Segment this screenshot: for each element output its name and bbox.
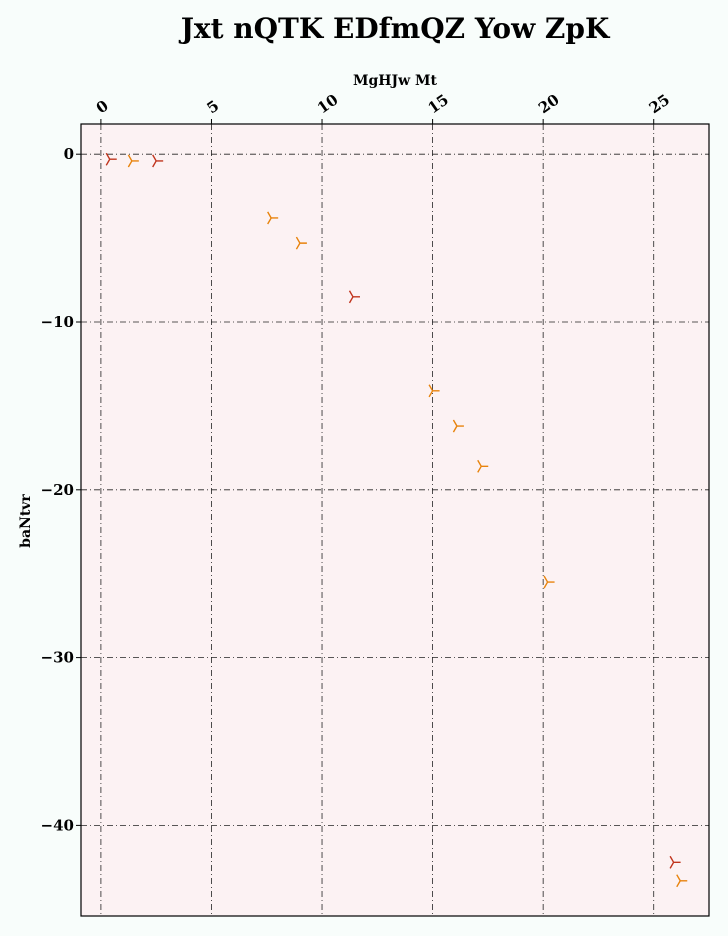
data-point-series-2 — [295, 236, 307, 250]
data-point-series-2 — [543, 575, 555, 589]
plot-area — [81, 124, 709, 916]
data-point-series-1 — [348, 290, 360, 304]
x-axis-label: MgHJw Mt — [353, 73, 438, 89]
y-tick-label: −30 — [41, 649, 74, 667]
data-point-series-2 — [477, 459, 489, 473]
y-tick-label: −20 — [41, 481, 74, 499]
x-tick-label: 0 — [93, 97, 112, 118]
y-tick-label: 0 — [64, 145, 74, 163]
data-point-series-2 — [676, 874, 688, 888]
data-point-series-2 — [267, 211, 279, 225]
y-axis-label: baNtvr — [18, 494, 34, 548]
data-point-series-1 — [105, 152, 117, 166]
x-tick-label: 10 — [314, 91, 341, 118]
grid-lines — [81, 124, 709, 916]
y-tick-label: −10 — [41, 313, 74, 331]
data-point-series-1 — [669, 855, 681, 869]
x-tick-label: 25 — [646, 91, 673, 118]
data-point-series-2 — [127, 154, 139, 168]
x-tick-label: 20 — [535, 91, 562, 118]
plot-frame — [80, 123, 710, 917]
data-point-series-2 — [452, 419, 464, 433]
y-axis-ticks: 0 −10 −20 −30 −40 — [41, 145, 81, 834]
x-tick-label: 5 — [203, 97, 222, 118]
x-axis-ticks: 0 5 10 15 20 25 — [93, 91, 673, 124]
data-point-series-2 — [428, 384, 440, 398]
chart-title: Jxt nQTK EDfmQZ Yow ZpK — [178, 12, 611, 45]
x-tick-label: 15 — [425, 91, 452, 118]
data-point-series-1 — [152, 154, 164, 168]
y-tick-label: −40 — [41, 816, 74, 834]
data-points — [105, 152, 688, 888]
